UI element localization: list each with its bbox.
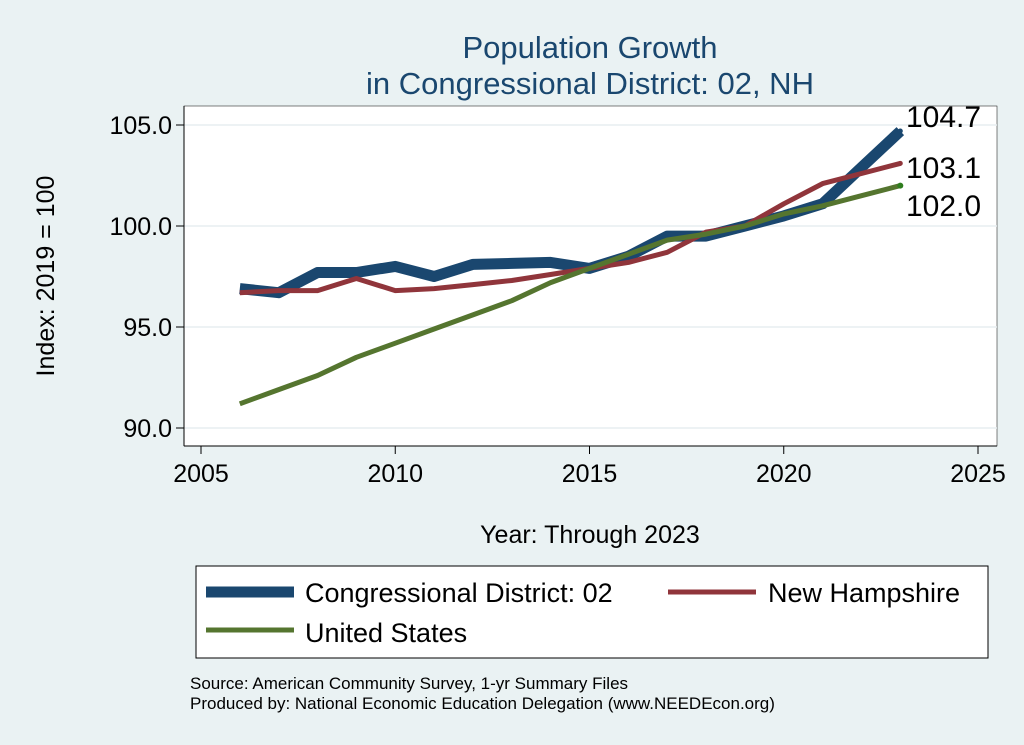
- y-axis-title: Index: 2019 = 100: [32, 176, 60, 377]
- end-value-label: 104.7: [906, 101, 981, 134]
- end-value-label: 102.0: [906, 190, 981, 223]
- x-tick-label: 2015: [562, 460, 618, 488]
- chart-title-line-2: in Congressional District: 02, NH: [366, 66, 814, 101]
- x-tick-label: 2010: [367, 460, 423, 488]
- producer-note: Produced by: National Economic Education…: [190, 694, 775, 713]
- series-line-2: [238, 183, 901, 407]
- series-end-point-0: [897, 128, 903, 134]
- chart-title-line-1: Population Growth: [462, 30, 717, 65]
- source-note: Source: American Community Survey, 1-yr …: [190, 674, 628, 693]
- x-tick-label: 2025: [950, 460, 1006, 488]
- series-layer: [238, 127, 905, 407]
- series-end-point-2: [897, 182, 904, 189]
- legend-label-congressional-district: Congressional District: 02: [305, 578, 613, 608]
- x-axis-title: Year: Through 2023: [480, 521, 700, 549]
- series-end-point-1: [897, 160, 903, 166]
- grid-layer: [184, 124, 997, 429]
- x-tick-label: 2005: [173, 460, 229, 488]
- legend: Congressional District: 02 New Hampshire…: [195, 565, 989, 659]
- legend-box: [195, 565, 989, 659]
- y-tick-label: 95.0: [123, 314, 172, 342]
- legend-label-united-states: United States: [305, 618, 467, 648]
- legend-label-new-hampshire: New Hampshire: [768, 578, 960, 608]
- axes-layer: 90.0 95.0 100.0 105.0 2005 2010 2015 2020 2025: [109, 106, 1006, 488]
- labels-layer: 104.7 103.1 102.0: [906, 101, 981, 223]
- y-tick-label: 105.0: [109, 112, 172, 140]
- x-tick-label: 2020: [756, 460, 812, 488]
- series-line-1: [239, 160, 901, 296]
- y-tick-label: 90.0: [123, 415, 172, 443]
- end-value-label: 103.1: [906, 152, 981, 185]
- y-tick-label: 100.0: [109, 213, 172, 241]
